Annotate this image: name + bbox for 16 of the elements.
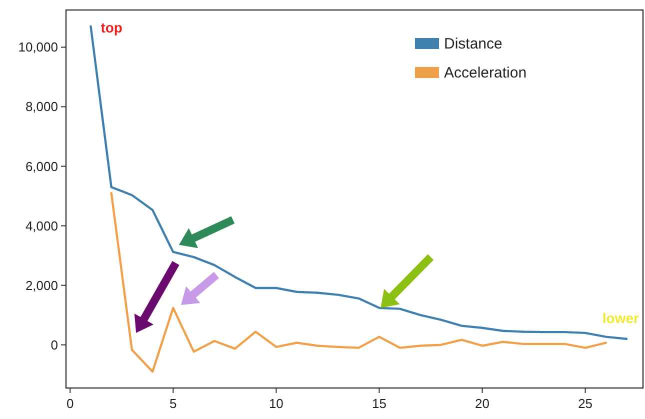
x-tick-label: 15 bbox=[372, 396, 386, 411]
y-tick-label: 0 bbox=[50, 337, 58, 352]
legend-label: Acceleration bbox=[444, 64, 527, 82]
y-tick-label: 10,000 bbox=[18, 40, 58, 55]
y-tick-label: 2,000 bbox=[25, 278, 58, 293]
y-tick-label: 4,000 bbox=[25, 218, 58, 234]
x-tick-label: 0 bbox=[66, 396, 74, 411]
legend-label: Distance bbox=[444, 36, 502, 52]
annotation: lower bbox=[602, 310, 640, 326]
x-tick-label: 10 bbox=[268, 396, 284, 411]
x-tick-label: 5 bbox=[170, 396, 177, 411]
x-tick-label: 25 bbox=[578, 396, 593, 411]
x-tick-label: 20 bbox=[475, 396, 490, 411]
y-tick-label: 8,000 bbox=[25, 99, 58, 114]
y-tick-label: 6,000 bbox=[25, 158, 58, 174]
annotation: top bbox=[100, 19, 122, 36]
